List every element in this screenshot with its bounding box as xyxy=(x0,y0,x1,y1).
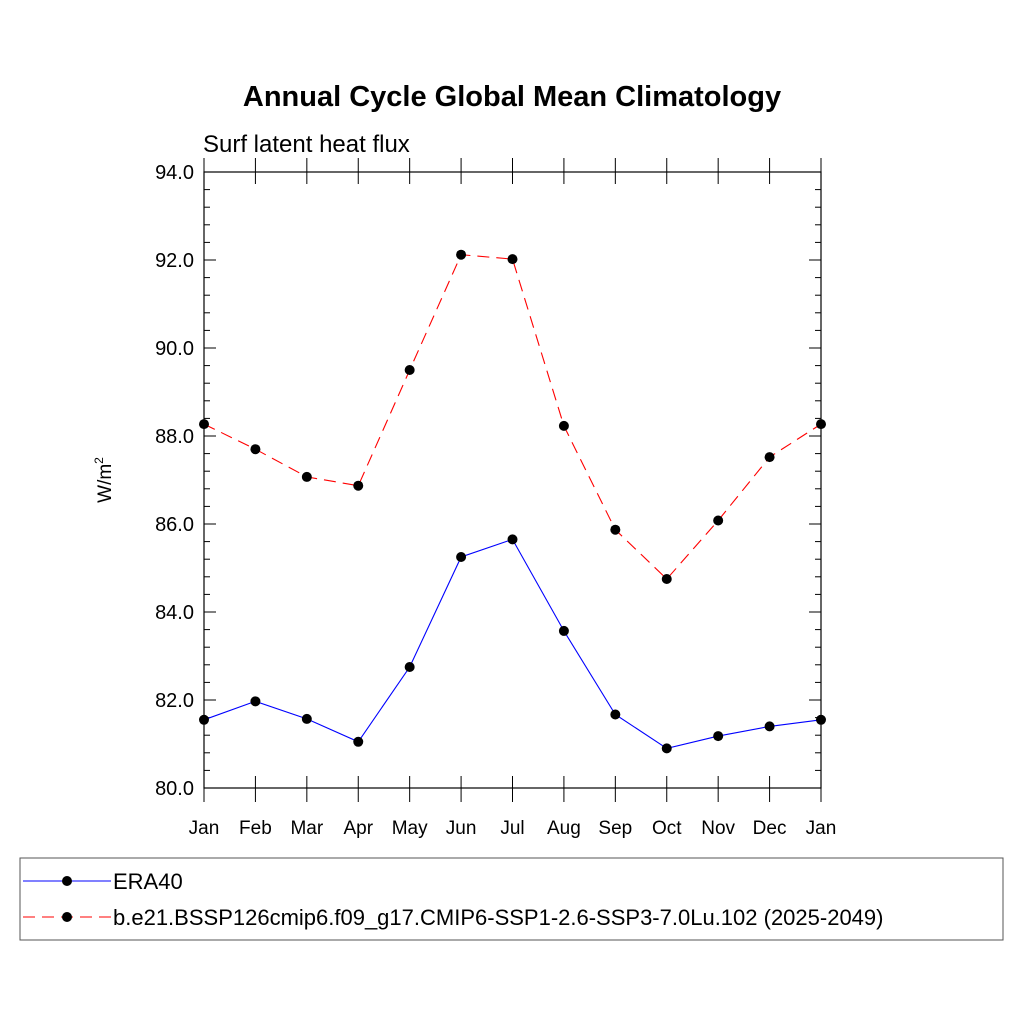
series-1-point xyxy=(250,444,261,455)
series-0-point xyxy=(456,552,467,562)
chart-title: Annual Cycle Global Mean Climatology xyxy=(243,81,781,113)
series-0-point xyxy=(610,709,621,720)
x-tick-label: Aug xyxy=(547,818,581,839)
axes: 80.0 82.0 84.0 86.0 88.0 90.0 92.0 94.0 Jan Feb Ma… xyxy=(155,158,836,839)
series-0-point xyxy=(764,721,775,732)
y-tick-label: 90.0 xyxy=(155,338,194,360)
x-tick-label: Jan xyxy=(806,818,837,839)
y-axis-label-superscript: 2 xyxy=(92,457,106,464)
series-1-point xyxy=(558,420,569,431)
legend-marker-0 xyxy=(62,876,72,886)
legend-label-1: b.e21.BSSP126cmip6.f09_g17.CMIP6-SSP1-2.… xyxy=(113,905,883,930)
series-0-point xyxy=(661,743,672,754)
series-1-point xyxy=(404,365,415,375)
plot-area xyxy=(199,249,826,754)
legend-label-0: ERA40 xyxy=(113,869,183,894)
series-0-point xyxy=(199,714,209,725)
series-1-point xyxy=(199,419,209,430)
x-tick-label: Jun xyxy=(446,818,477,839)
x-tick-label: Feb xyxy=(239,818,272,839)
series-1-point xyxy=(764,452,775,463)
series-1-point xyxy=(353,480,364,491)
x-tick-label: Oct xyxy=(652,818,682,839)
series-0-point xyxy=(816,714,826,725)
series-1-point xyxy=(507,254,518,265)
x-tick-label: Dec xyxy=(753,818,787,839)
series-1-point xyxy=(456,249,467,260)
y-tick-label: 92.0 xyxy=(155,250,194,272)
series-0-point xyxy=(404,662,415,672)
series-1-point xyxy=(661,574,672,584)
legend-box xyxy=(19,857,1004,941)
series-1-point xyxy=(713,515,724,526)
x-tick-label: May xyxy=(392,818,428,839)
series-0-point xyxy=(558,625,569,636)
y-tick-label: 88.0 xyxy=(155,426,194,448)
x-tick-label: Apr xyxy=(343,818,373,839)
y-tick-label: 94.0 xyxy=(155,162,194,184)
y-tick-label: 80.0 xyxy=(155,778,194,800)
plot-frame xyxy=(203,171,822,789)
series-1-point xyxy=(610,524,621,535)
x-tick-label: Mar xyxy=(290,818,323,839)
series-line-1 xyxy=(203,254,822,580)
chart-subtitle: Surf latent heat flux xyxy=(203,131,410,158)
series-0-point xyxy=(301,713,312,724)
x-tick-label: Jan xyxy=(189,818,220,839)
series-line-0 xyxy=(203,538,822,749)
legend: ERA40 b.e21.BSSP126cmip6.f09_g17.CMIP6-SS… xyxy=(19,857,1004,941)
y-axis-label-text: W/m xyxy=(95,464,116,503)
y-tick-label: 86.0 xyxy=(155,514,194,536)
y-axis-label: W/m2 xyxy=(92,457,116,503)
svg-text:W/m2: W/m2 xyxy=(92,457,116,503)
series-1-point xyxy=(816,419,826,430)
x-tick-label: Nov xyxy=(701,818,735,839)
y-tick-label: 84.0 xyxy=(155,602,194,624)
y-tick-label: 82.0 xyxy=(155,690,194,712)
series-0-point xyxy=(353,736,364,747)
series-0-point xyxy=(713,731,724,742)
series-0-point xyxy=(250,696,261,707)
series-1-point xyxy=(301,471,312,482)
x-tick-label: Jul xyxy=(500,818,524,839)
x-tick-label: Sep xyxy=(598,818,632,839)
legend-marker-1 xyxy=(62,912,72,922)
series-0-point xyxy=(507,534,518,545)
